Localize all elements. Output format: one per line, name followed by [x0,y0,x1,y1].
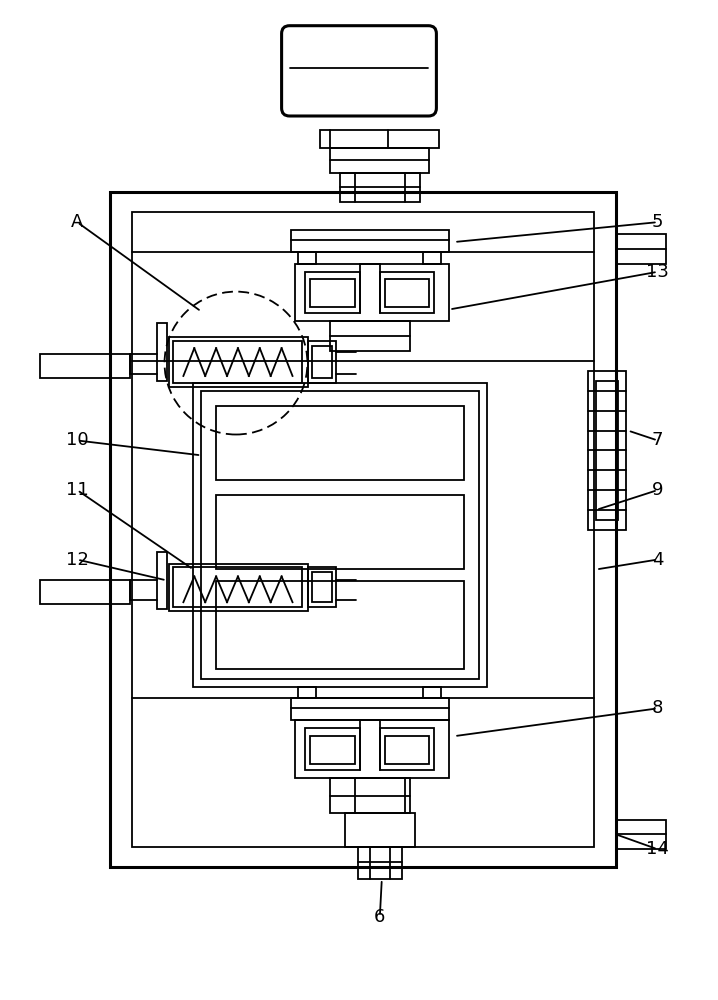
Bar [340,173,419,202]
Text: 14: 14 [646,840,669,858]
Bar [291,698,449,720]
Text: 10: 10 [66,431,88,449]
Bar [216,406,464,480]
Bar [380,272,434,313]
Text: A: A [71,213,83,231]
Bar [291,230,449,252]
Bar [305,272,360,313]
Bar [320,130,439,148]
Bar [588,371,626,530]
Bar [312,346,332,378]
Bar [216,495,464,569]
Bar [385,736,429,764]
Bar [193,383,487,687]
Text: 6: 6 [374,908,386,926]
Bar [132,212,595,847]
Bar [299,687,317,698]
Bar [296,720,449,778]
Bar [157,552,167,609]
Bar [312,572,332,602]
Bar [216,581,464,669]
Bar [330,778,409,813]
Bar [174,567,302,607]
Bar [310,279,355,307]
Bar [40,354,130,378]
Bar [169,564,309,611]
Bar [299,252,317,264]
Text: 11: 11 [66,481,88,499]
Bar [330,321,409,351]
Text: 4: 4 [652,551,663,569]
Bar [380,728,434,770]
Bar [309,341,336,383]
Text: 8: 8 [652,699,663,717]
Text: 5: 5 [652,213,663,231]
Bar [345,813,414,847]
Text: 9: 9 [652,481,663,499]
Bar [330,148,429,173]
Bar [305,728,360,770]
Bar [201,391,479,679]
Bar [358,847,401,879]
Text: 12: 12 [66,551,88,569]
Bar [169,337,309,387]
Bar [616,820,666,849]
Bar [110,192,616,867]
Bar [424,687,442,698]
Bar [424,252,442,264]
Bar [385,279,429,307]
Bar [616,234,666,264]
Bar [296,264,449,321]
Bar [310,736,355,764]
Bar [174,341,302,383]
Text: 7: 7 [652,431,663,449]
Bar [40,580,130,604]
Bar [596,381,618,520]
Bar [157,323,167,381]
Bar [309,567,336,607]
Text: 13: 13 [646,263,669,281]
